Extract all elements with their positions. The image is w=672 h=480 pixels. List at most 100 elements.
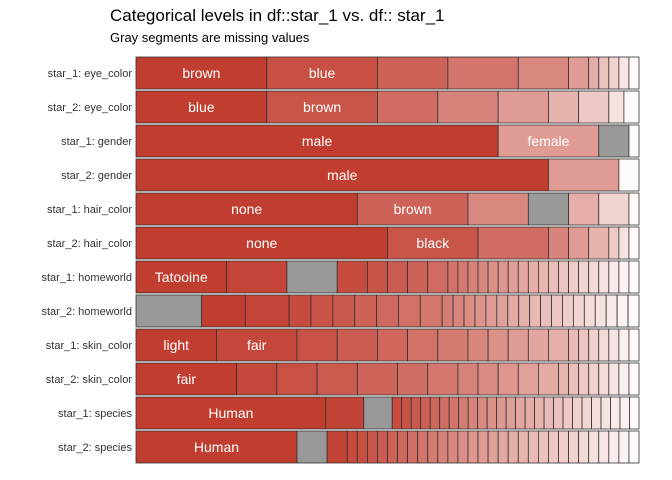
bar-segment [387, 430, 398, 464]
bar-segment [608, 328, 620, 362]
bar-segment [538, 362, 559, 396]
bar-segment [439, 396, 450, 430]
bar-segment [447, 430, 459, 464]
bar-segment [356, 362, 398, 396]
bar-segment [608, 56, 620, 90]
bar-segment [441, 294, 454, 328]
bar-row: star_2: hair_color none black [47, 226, 640, 260]
bar-segment [135, 396, 327, 430]
bar-segment [629, 396, 640, 430]
segment-label: female [527, 133, 569, 149]
missing-segment [363, 396, 393, 430]
bar-segment [588, 56, 600, 90]
bar-segment [135, 226, 388, 260]
bar-segment [391, 396, 403, 430]
bar-segment [437, 90, 499, 124]
bar-row: star_2: gender male [61, 158, 640, 192]
bar-segment [605, 294, 618, 328]
bar-segment [477, 396, 488, 430]
bar-segment [598, 328, 610, 362]
bar-segment [627, 294, 640, 328]
bar-segment [507, 430, 519, 464]
bar-segment [600, 396, 611, 430]
row-label: star_2: skin_color [46, 374, 133, 386]
bar-segment [507, 260, 519, 294]
bar-segment [517, 430, 529, 464]
bar-segment [548, 158, 620, 192]
bar-segment [540, 294, 552, 328]
bar-row: star_1: hair_color none brown [47, 192, 640, 226]
bar-row: star_1: gender male female [61, 124, 640, 158]
bar-segment [518, 294, 531, 328]
bar-segment [467, 260, 479, 294]
missing-segment [286, 260, 338, 294]
segment-label: none [246, 235, 277, 251]
bar-segment [477, 362, 499, 396]
segment-label: light [163, 337, 189, 353]
bar-segment [568, 362, 580, 396]
bar-segment [628, 430, 640, 464]
bar-segment [618, 158, 640, 192]
row-label: star_1: eye_color [48, 68, 133, 80]
bar-segment [628, 362, 640, 396]
bar-segment [467, 328, 489, 362]
missing-segment [527, 192, 569, 226]
bar-segment [467, 192, 529, 226]
bar-row: star_2: species Human [58, 430, 640, 464]
bar-segment [588, 362, 600, 396]
bar-segment [346, 430, 358, 464]
bar-segment [486, 396, 498, 430]
bar-segment [618, 362, 630, 396]
bar-segment [135, 328, 217, 362]
bar-segment [356, 192, 469, 226]
bar-segment [135, 158, 549, 192]
bar-segment [474, 294, 487, 328]
bar-segment [288, 294, 312, 328]
bar-segment [628, 56, 640, 90]
bar-segment [397, 430, 409, 464]
row-label: star_2: homeworld [42, 306, 133, 318]
bar-segment [457, 430, 469, 464]
bar-segment [618, 260, 630, 294]
bar-segment [336, 328, 378, 362]
bar-segment [568, 192, 600, 226]
bar-segment [568, 430, 580, 464]
segment-label: male [327, 167, 358, 183]
bar-segment [497, 362, 519, 396]
bar-segment [618, 430, 630, 464]
bar-segment [534, 396, 545, 430]
chart-title: Categorical levels in df::star_1 vs. df:… [110, 6, 445, 25]
bar-segment [326, 430, 348, 464]
bar-row: star_2: eye_color blue brown [48, 90, 640, 124]
bar-segment [558, 430, 569, 464]
bar-segment [467, 396, 479, 430]
row-label: star_2: hair_color [47, 238, 132, 250]
bar-segment [447, 260, 459, 294]
bar-segment [336, 260, 368, 294]
bar-segment [377, 90, 439, 124]
bar-segment [410, 396, 422, 430]
bar-segment [598, 430, 610, 464]
bar-segment [548, 430, 559, 464]
bar-segment [594, 294, 607, 328]
bar-segment [551, 294, 563, 328]
bar-segment [419, 294, 443, 328]
row-label: star_1: species [58, 408, 132, 420]
bar-segment [216, 328, 298, 362]
bar-segment [437, 328, 469, 362]
bar-segment [135, 124, 499, 158]
bar-segment [598, 192, 630, 226]
bar-segment [517, 56, 569, 90]
bar-segment [398, 294, 421, 328]
segment-label: Human [194, 439, 239, 455]
segment-label: blue [309, 65, 336, 81]
bar-segment [463, 294, 476, 328]
bar-segment [477, 226, 549, 260]
bar-segment [598, 260, 610, 294]
bar-segment [477, 260, 489, 294]
bar-segment [628, 328, 640, 362]
bar-segment [497, 430, 509, 464]
bar-segment [429, 396, 441, 430]
bar-segment [135, 260, 227, 294]
